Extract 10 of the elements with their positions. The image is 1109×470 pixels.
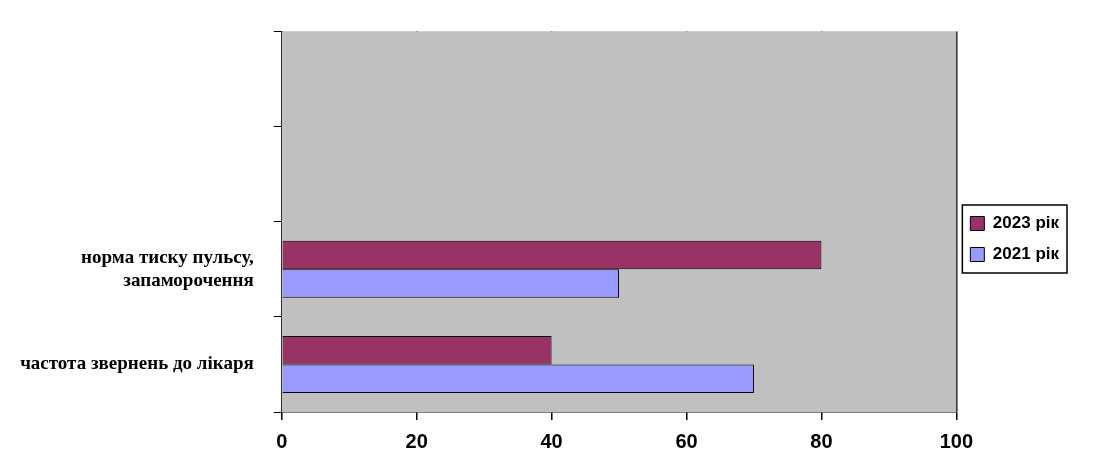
y-tick-label: норма тиску пульсу, запаморочення [81,245,254,290]
x-tick-label: 20 [405,429,428,452]
legend-label: 2021 рік [992,244,1060,264]
x-tick-label: 80 [810,429,833,452]
x-tick-label: 100 [939,429,974,452]
x-tick-label: 40 [540,429,563,452]
x-tick-label: 0 [276,429,288,452]
legend-label: 2023 рік [992,213,1060,233]
x-tick-label: 60 [675,429,698,452]
y-tick-label: частота звернень до лікаря [20,352,254,374]
